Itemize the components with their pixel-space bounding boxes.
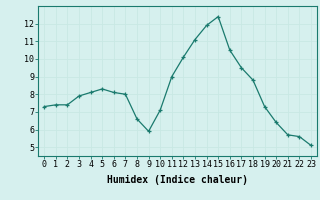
X-axis label: Humidex (Indice chaleur): Humidex (Indice chaleur) xyxy=(107,175,248,185)
